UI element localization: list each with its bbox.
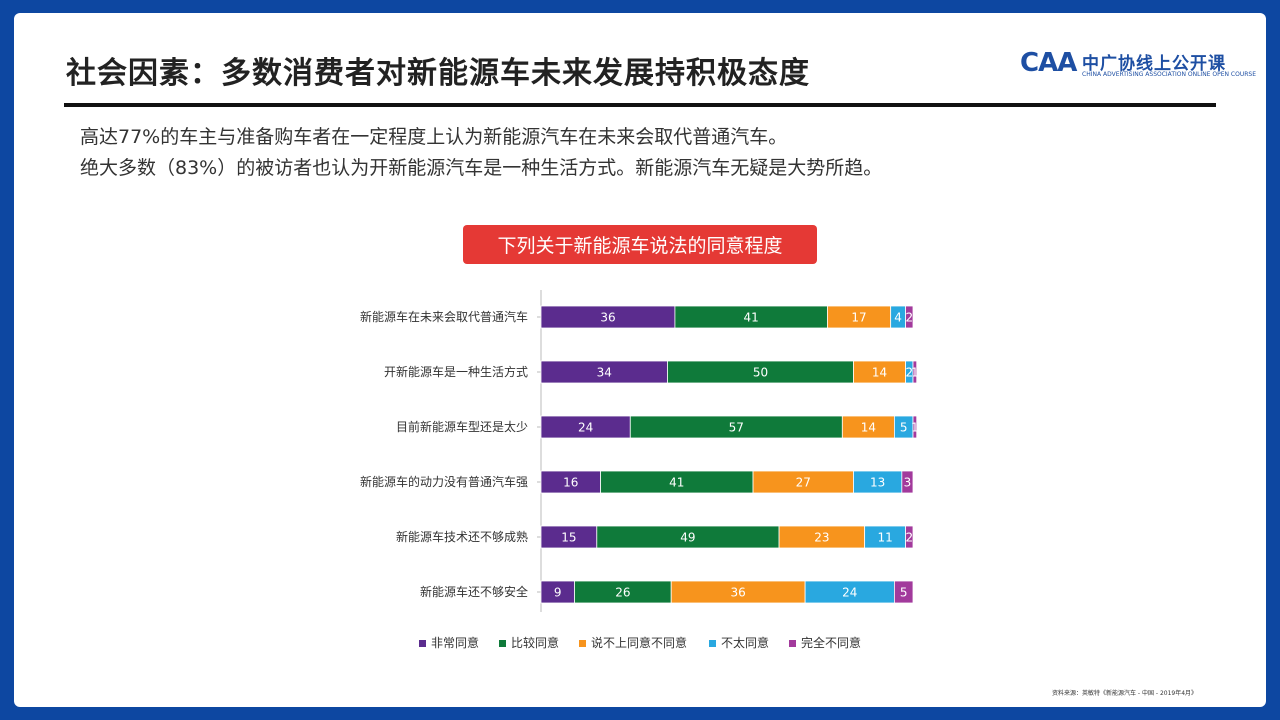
caa-logo: CAA 中广协线上公开课 CHINA ADVERTISING ASSOCIATI…	[1020, 48, 1256, 82]
data-label: 2	[905, 531, 913, 545]
page-title: 社会因素：多数消费者对新能源车未来发展持积极态度	[66, 56, 810, 91]
data-label: 14	[872, 366, 887, 380]
intro-line-1: 高达77%的车主与准备购车者在一定程度上认为新能源汽车在未来会取代普通汽车。	[80, 126, 788, 148]
bar-segment	[912, 415, 918, 439]
data-label: 5	[900, 586, 908, 600]
data-label: 14	[861, 421, 876, 435]
legend-swatch	[709, 640, 716, 647]
data-label: 5	[900, 421, 908, 435]
bar-segment	[905, 525, 914, 549]
data-label: 1	[911, 366, 919, 380]
data-label: 9	[554, 586, 562, 600]
intro-line-2: 绝大多数（83%）的被访者也认为开新能源汽车是一种生活方式。新能源汽车无疑是大势…	[80, 157, 883, 179]
data-label: 36	[731, 586, 746, 600]
data-label: 50	[753, 366, 768, 380]
source-note: 资料来源：英敏特《新能源汽车 - 中国 - 2019年4月》	[1052, 690, 1198, 697]
intro-text: 高达77%的车主与准备购车者在一定程度上认为新能源汽车在未来会取代普通汽车。 绝…	[80, 122, 882, 184]
legend-swatch	[579, 640, 586, 647]
data-label: 23	[814, 531, 829, 545]
category-label: 新能源车还不够安全	[420, 584, 528, 599]
category-label: 新能源车的动力没有普通汽车强	[360, 474, 528, 489]
legend-swatch	[419, 640, 426, 647]
bar-segment	[905, 305, 914, 329]
category-label: 新能源车在未来会取代普通汽车	[360, 309, 528, 324]
category-label: 开新能源车是一种生活方式	[384, 364, 528, 379]
data-label: 34	[597, 366, 612, 380]
data-label: 2	[905, 366, 913, 380]
data-label: 24	[842, 586, 857, 600]
legend-label: 非常同意	[431, 635, 479, 650]
data-label: 15	[561, 531, 576, 545]
category-label: 新能源车技术还不够成熟	[396, 529, 528, 544]
data-label: 41	[744, 311, 759, 325]
data-label: 17	[851, 311, 866, 325]
legend-label: 不太同意	[721, 635, 769, 650]
data-label: 2	[905, 311, 913, 325]
legend-label: 完全不同意	[801, 635, 861, 650]
logo-english-text: CHINA ADVERTISING ASSOCIATION ONLINE OPE…	[1082, 71, 1256, 78]
legend-label: 比较同意	[511, 635, 559, 650]
data-label: 4	[894, 311, 902, 325]
bar-segment	[894, 580, 914, 604]
data-label: 36	[600, 311, 615, 325]
data-label: 24	[578, 421, 593, 435]
chart-title-banner: 下列关于新能源车说法的同意程度	[463, 225, 817, 264]
logo-chinese-text: 中广协线上公开课	[1082, 54, 1226, 74]
title-divider	[64, 103, 1216, 107]
legend-swatch	[499, 640, 506, 647]
data-label: 49	[680, 531, 695, 545]
data-label: 16	[563, 476, 578, 490]
data-label: 1	[911, 421, 919, 435]
bar-segment	[901, 470, 914, 494]
data-label: 26	[615, 586, 630, 600]
legend-swatch	[789, 640, 796, 647]
data-label: 11	[877, 531, 892, 545]
category-label: 目前新能源车型还是太少	[396, 419, 528, 434]
data-label: 13	[870, 476, 885, 490]
data-label: 57	[729, 421, 744, 435]
data-label: 41	[669, 476, 684, 490]
data-label: 3	[904, 476, 912, 490]
bar-segment	[912, 360, 918, 384]
data-label: 27	[796, 476, 811, 490]
logo-mark: CAA	[1020, 48, 1077, 78]
legend-label: 说不上同意不同意	[591, 635, 687, 650]
